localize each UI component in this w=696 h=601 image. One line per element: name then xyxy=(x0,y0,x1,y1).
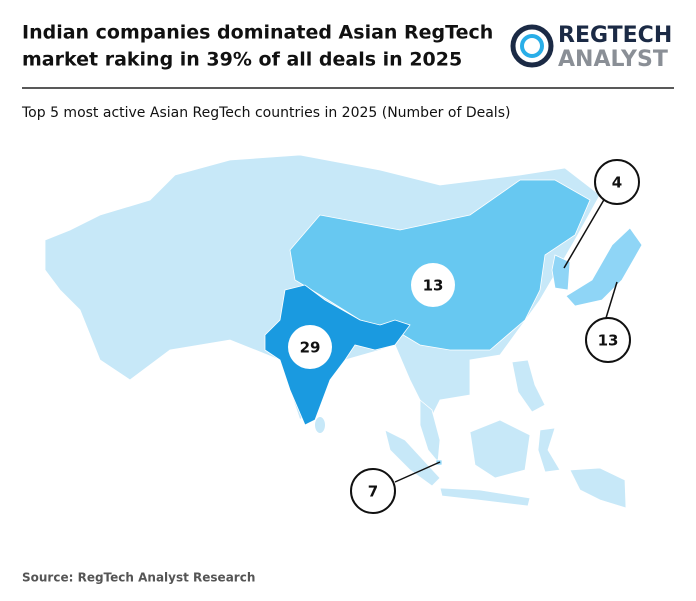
island xyxy=(439,487,531,507)
callout-line xyxy=(563,197,606,269)
logo-text: ANALYST xyxy=(558,47,668,72)
peninsula xyxy=(419,399,441,463)
value-bubble xyxy=(288,325,332,369)
island xyxy=(511,359,546,413)
logo: REGTECH ANALYST xyxy=(510,23,672,72)
value-label: 29 xyxy=(300,339,321,357)
title-line: market raking in 39% of all deals in 202… xyxy=(22,49,462,71)
india xyxy=(264,284,411,426)
value-bubble xyxy=(585,317,631,363)
japan xyxy=(565,227,643,307)
island xyxy=(469,419,531,479)
callout-line xyxy=(394,461,441,483)
title-line: Indian companies dominated Asian RegTech xyxy=(22,22,493,44)
value-label: 13 xyxy=(423,277,444,295)
value-label: 7 xyxy=(368,483,378,501)
value-label: 13 xyxy=(598,332,619,350)
map xyxy=(44,154,643,509)
callout-lines xyxy=(394,197,618,483)
korea xyxy=(551,254,571,291)
value-bubble xyxy=(350,468,396,514)
island xyxy=(569,467,627,509)
value-bubble xyxy=(411,263,455,307)
bubbles: 29 13 13 4 7 xyxy=(288,159,640,514)
logo-ring xyxy=(520,34,544,58)
value-bubble xyxy=(594,159,640,205)
source: Source: RegTech Analyst Research xyxy=(22,571,255,585)
island xyxy=(384,429,441,487)
logo-text: REGTECH xyxy=(558,23,672,48)
value-label: 4 xyxy=(612,174,622,192)
callout-line xyxy=(605,281,618,319)
logo-ring xyxy=(510,24,554,68)
island xyxy=(315,417,325,433)
subtitle: Top 5 most active Asian RegTech countrie… xyxy=(21,105,510,121)
island xyxy=(537,427,561,473)
